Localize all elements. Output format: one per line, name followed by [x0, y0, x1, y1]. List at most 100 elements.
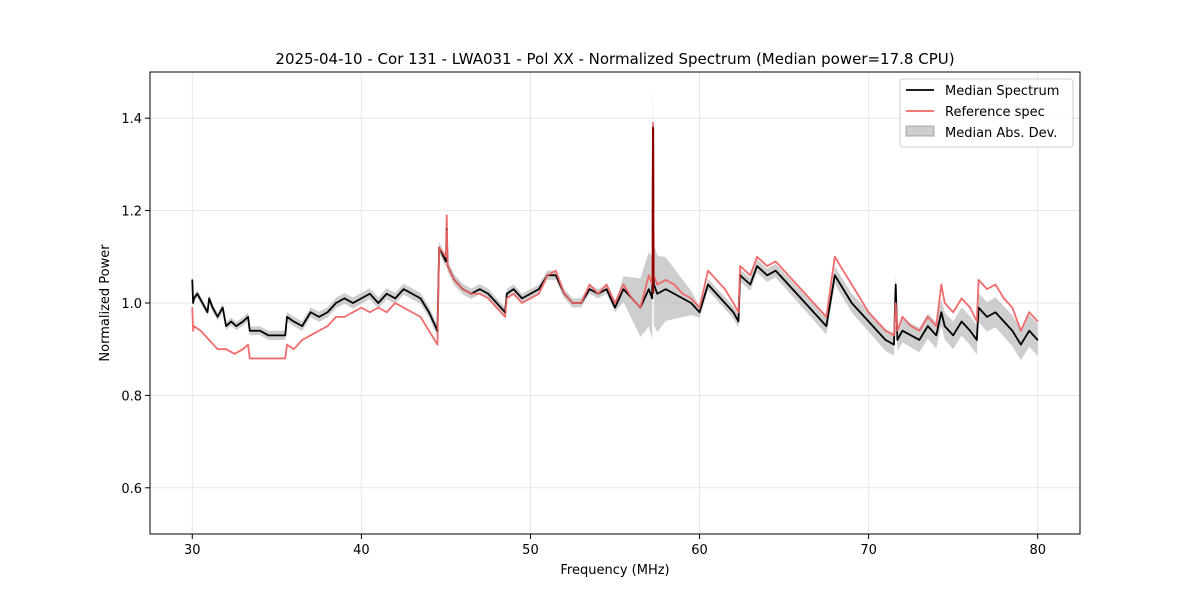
median-point: [446, 228, 448, 230]
reference-point: [994, 283, 997, 286]
reference-point: [217, 348, 219, 350]
median-point: [739, 274, 741, 276]
median-point: [192, 302, 194, 304]
x-tick-label: 80: [1029, 543, 1046, 558]
reference-point: [940, 283, 942, 286]
reference-point: [969, 307, 971, 309]
median-point: [851, 302, 853, 304]
median-point: [977, 307, 980, 309]
median-point: [211, 307, 214, 309]
reference-point: [301, 339, 303, 341]
median-point: [859, 311, 861, 313]
median-point: [284, 334, 286, 336]
median-point: [267, 334, 269, 336]
median-point: [249, 330, 251, 332]
reference-point: [977, 279, 980, 281]
y-tick-label: 0.6: [121, 482, 142, 497]
reference-point: [665, 279, 667, 281]
median-point: [737, 320, 740, 323]
median-point: [825, 325, 827, 327]
reference-point: [479, 293, 481, 295]
reference-point: [817, 307, 819, 309]
reference-point: [259, 357, 261, 360]
median-point: [230, 320, 232, 323]
reference-point: [563, 293, 565, 295]
reference-point: [249, 357, 251, 360]
reference-point: [589, 283, 591, 286]
reference-point: [335, 316, 337, 318]
median-point: [310, 311, 312, 313]
median-point: [506, 293, 508, 295]
reference-point: [952, 311, 954, 313]
reference-point: [394, 302, 396, 304]
median-point: [884, 339, 887, 341]
median-point: [293, 320, 295, 323]
reference-point: [842, 270, 844, 272]
median-point: [206, 311, 209, 313]
reference-point: [834, 256, 836, 258]
median-point: [411, 293, 413, 295]
reference-point: [310, 334, 312, 336]
median-point: [651, 297, 653, 299]
median-point: [222, 307, 224, 309]
median-point: [1037, 339, 1039, 341]
median-point: [369, 293, 371, 295]
reference-point: [284, 357, 286, 360]
legend-reference-label: Reference spec: [945, 105, 1045, 120]
reference-point: [910, 325, 912, 327]
median-point: [724, 302, 726, 304]
median-point: [326, 311, 329, 313]
median-point: [377, 302, 379, 304]
x-tick-label: 40: [353, 543, 370, 558]
reference-point: [555, 270, 557, 272]
reference-point: [343, 316, 346, 318]
chart-title: 2025-04-10 - Cor 131 - LWA031 - Pol XX -…: [275, 50, 954, 68]
x-axis: 30 40 50 60 70 80: [184, 534, 1046, 558]
reference-point: [682, 293, 684, 295]
reference-point: [986, 288, 988, 290]
median-point: [994, 311, 997, 313]
reference-point: [868, 311, 870, 313]
reference-point: [1011, 307, 1013, 309]
reference-point: [470, 293, 472, 295]
median-point: [791, 288, 794, 290]
reference-point: [1037, 320, 1039, 323]
reference-point: [1003, 297, 1005, 299]
reference-point: [200, 330, 202, 332]
reference-point: [546, 274, 548, 276]
median-point: [318, 316, 320, 318]
reference-point: [673, 283, 675, 286]
reference-point: [935, 325, 937, 327]
median-point: [817, 316, 819, 318]
median-point: [286, 316, 288, 318]
median-point: [247, 316, 249, 318]
reference-point: [369, 311, 371, 313]
reference-point: [580, 302, 582, 304]
median-point: [656, 293, 658, 295]
reference-point: [976, 320, 978, 323]
median-point: [1028, 330, 1030, 332]
reference-point: [876, 320, 878, 323]
median-point: [193, 297, 195, 299]
reference-point: [572, 302, 574, 304]
reference-point: [622, 283, 625, 286]
median-point: [196, 293, 198, 295]
x-tick-label: 60: [691, 543, 708, 558]
legend-mad-label: Median Abs. Dev.: [945, 126, 1057, 141]
reference-point: [859, 297, 861, 299]
median-point: [944, 325, 946, 327]
reference-point: [639, 307, 641, 309]
legend-mad-swatch: [905, 125, 935, 137]
reference-point: [690, 297, 692, 299]
reference-point: [192, 330, 194, 332]
reference-point: [648, 274, 650, 276]
median-point: [614, 307, 616, 309]
reference-point: [895, 302, 897, 304]
reference-point: [242, 348, 244, 350]
reference-point: [428, 330, 430, 332]
median-point: [235, 325, 237, 327]
median-point: [940, 311, 942, 313]
reference-point: [851, 283, 853, 286]
median-point: [259, 330, 261, 332]
x-axis-label: Frequency (MHz): [560, 563, 669, 578]
